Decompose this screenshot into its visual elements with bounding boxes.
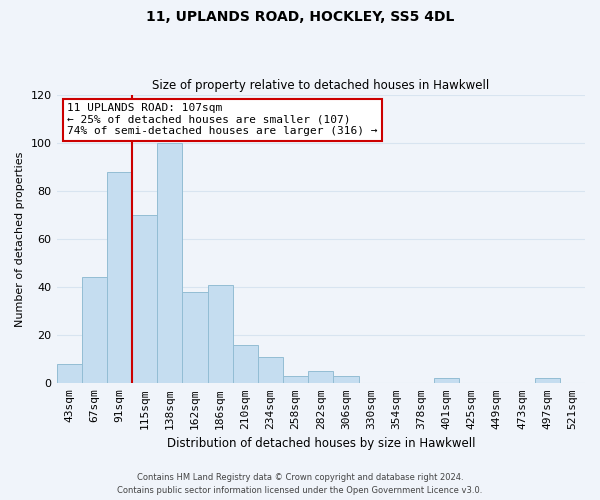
Bar bbox=[258, 357, 283, 384]
Text: 11 UPLANDS ROAD: 107sqm
← 25% of detached houses are smaller (107)
74% of semi-d: 11 UPLANDS ROAD: 107sqm ← 25% of detache… bbox=[67, 103, 377, 136]
Text: 11, UPLANDS ROAD, HOCKLEY, SS5 4DL: 11, UPLANDS ROAD, HOCKLEY, SS5 4DL bbox=[146, 10, 454, 24]
Y-axis label: Number of detached properties: Number of detached properties bbox=[15, 151, 25, 326]
Bar bbox=[434, 378, 459, 384]
Bar bbox=[82, 278, 107, 384]
Bar bbox=[283, 376, 308, 384]
Title: Size of property relative to detached houses in Hawkwell: Size of property relative to detached ho… bbox=[152, 79, 490, 92]
X-axis label: Distribution of detached houses by size in Hawkwell: Distribution of detached houses by size … bbox=[167, 437, 475, 450]
Bar bbox=[182, 292, 208, 384]
Bar bbox=[157, 142, 182, 384]
Bar bbox=[233, 345, 258, 384]
Bar bbox=[334, 376, 359, 384]
Text: Contains HM Land Registry data © Crown copyright and database right 2024.
Contai: Contains HM Land Registry data © Crown c… bbox=[118, 473, 482, 495]
Bar bbox=[308, 372, 334, 384]
Bar bbox=[107, 172, 132, 384]
Bar bbox=[132, 215, 157, 384]
Bar bbox=[535, 378, 560, 384]
Bar bbox=[56, 364, 82, 384]
Bar bbox=[208, 284, 233, 384]
